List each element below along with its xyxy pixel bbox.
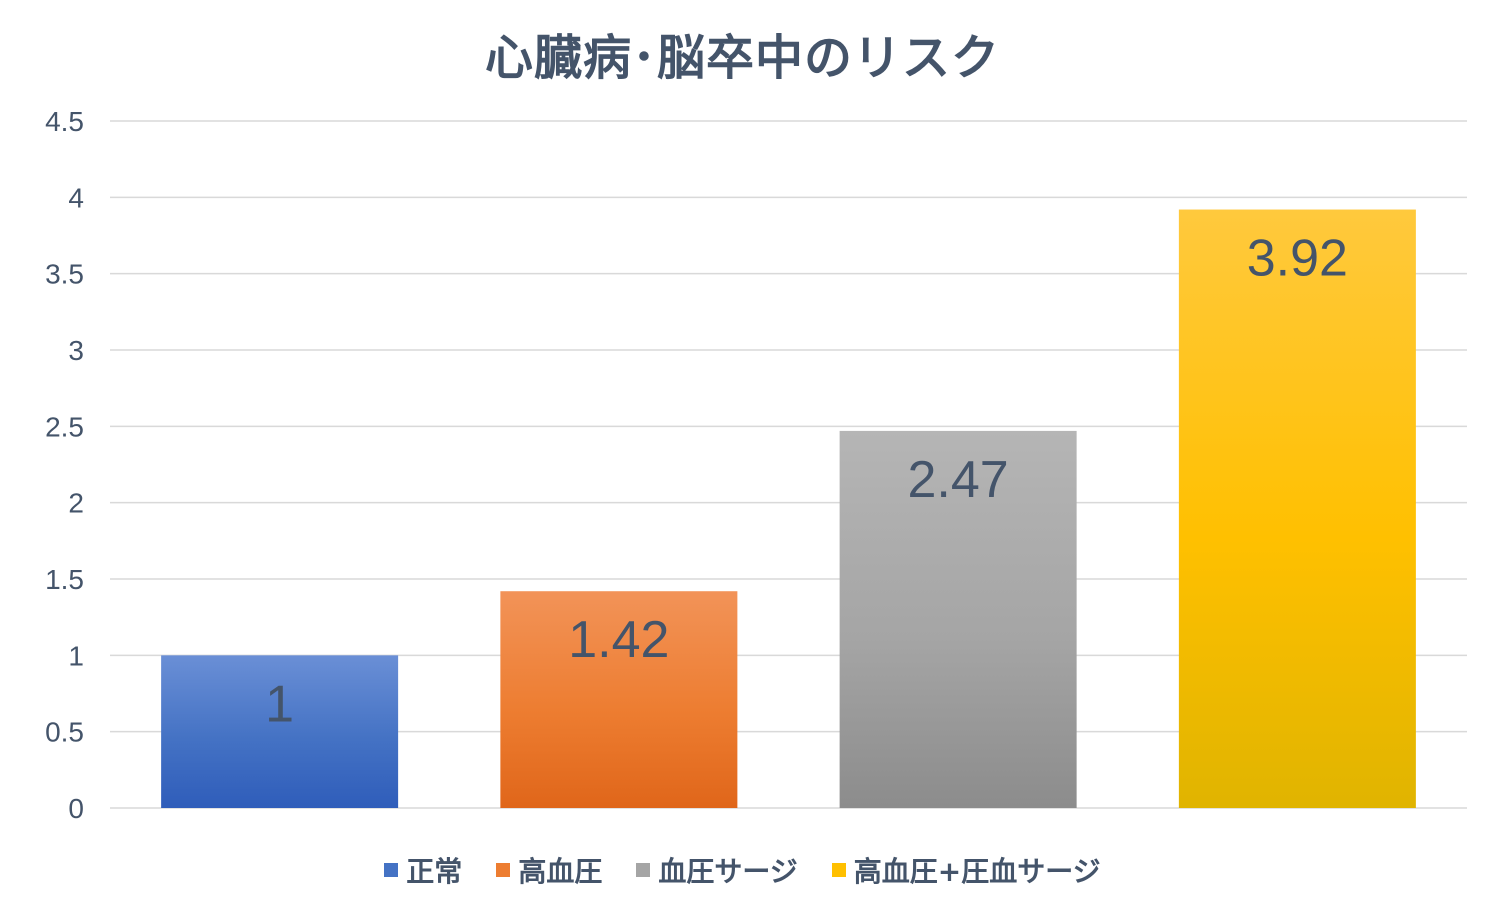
bars — [161, 209, 1416, 809]
legend: 正常 高血圧 血圧サージ 高血圧+圧血サージ — [0, 850, 1485, 890]
y-tick-label: 0.5 — [45, 717, 84, 748]
legend-item: 正常 — [384, 850, 462, 890]
legend-label: 高血圧 — [518, 855, 603, 888]
y-tick-label: 3.5 — [45, 259, 84, 290]
y-axis-ticks: 0 0.5 1 1.5 2 2.5 3 3.5 4 4.5 — [45, 106, 84, 824]
legend-item: 血圧サージ — [636, 850, 798, 890]
legend-swatch — [384, 863, 399, 877]
data-label: 1.42 — [568, 611, 669, 669]
data-labels: 1 1.42 2.47 3.92 — [265, 230, 1348, 734]
legend-label: 血圧サージ — [658, 855, 798, 888]
bar — [500, 591, 738, 808]
legend-swatch — [636, 863, 651, 877]
y-tick-label: 3 — [68, 335, 84, 366]
y-tick-label: 0 — [68, 793, 84, 824]
data-label: 1 — [265, 675, 294, 733]
y-tick-label: 2 — [68, 488, 84, 519]
y-tick-label: 1 — [68, 640, 84, 671]
y-tick-label: 1.5 — [45, 564, 84, 595]
bar — [1178, 209, 1416, 809]
y-tick-label: 4 — [68, 182, 84, 213]
y-tick-label: 4.5 — [45, 106, 84, 137]
data-label: 2.47 — [908, 451, 1009, 509]
legend-swatch — [496, 863, 511, 877]
legend-label: 高血圧+圧血サージ — [853, 855, 1101, 888]
data-label: 3.92 — [1247, 230, 1348, 288]
legend-label: 正常 — [406, 855, 463, 888]
bar — [161, 655, 399, 808]
legend-item: 高血圧 — [496, 850, 602, 890]
bar — [839, 430, 1077, 808]
legend-item: 高血圧+圧血サージ — [831, 850, 1101, 890]
y-tick-label: 2.5 — [45, 411, 84, 442]
legend-swatch — [831, 863, 846, 877]
chart-title: 心臓病･脳卒中のリスク — [484, 30, 1000, 86]
